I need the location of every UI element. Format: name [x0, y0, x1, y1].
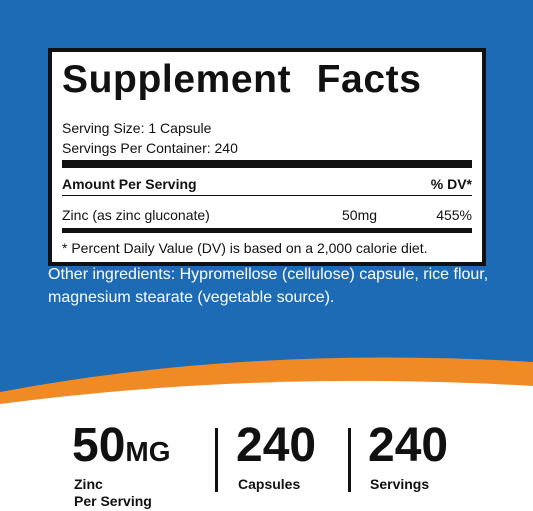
stat-label-line: Per Serving: [74, 493, 152, 509]
stat-label: Servings: [370, 476, 430, 492]
stat-label: Capsules: [238, 476, 301, 492]
other-ingredients: Other ingredients: Hypromellose (cellulo…: [48, 266, 489, 283]
stat-value: 240: [236, 419, 317, 472]
facts-panel: Supplement Facts Serving Size: 1 Capsule…: [48, 48, 486, 266]
other-ingredients: magnesium stearate (vegetable source).: [48, 289, 335, 306]
thick-rule: [62, 228, 472, 233]
nutrient-amount: 50mg: [342, 207, 378, 223]
panel-title: Supplement Facts: [62, 58, 422, 101]
nutrient-name: Zinc (as zinc gluconate): [62, 207, 210, 223]
header-dv: % DV*: [430, 176, 472, 192]
thick-rule: [62, 160, 472, 168]
divider: [348, 428, 351, 492]
stat-label-line: Zinc: [74, 476, 103, 492]
footnote: * Percent Daily Value (DV) is based on a…: [62, 240, 428, 256]
stat-value: 50MG: [72, 418, 171, 473]
servings-per-container: Servings Per Container: 240: [62, 140, 238, 156]
serving-size: Serving Size: 1 Capsule: [62, 120, 212, 136]
stat-value: 240: [368, 419, 449, 472]
divider: [215, 428, 218, 492]
stat-label: Zinc Per Serving: [74, 476, 152, 510]
stat-unit: MG: [125, 436, 171, 467]
header-amount: Amount Per Serving: [62, 176, 197, 192]
stat-number: 50: [72, 419, 126, 472]
nutrient-dv: 455%: [436, 207, 472, 223]
thin-rule: [62, 195, 472, 196]
